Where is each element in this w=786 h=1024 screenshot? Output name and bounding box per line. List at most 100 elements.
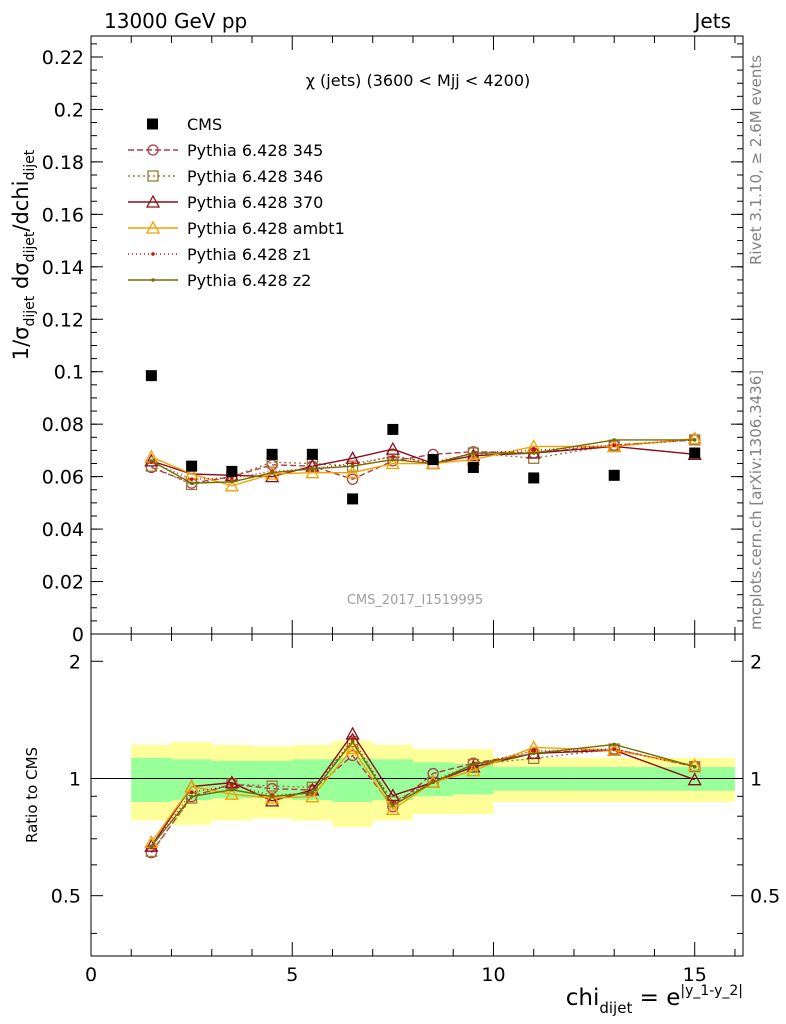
legend: CMS Pythia 6.428 345 Pythia 6.428 346 Pythi… bbox=[128, 115, 345, 290]
main-panel: 0 0.02 0.04 0.06 0.08 0.1 0.12 0.14 0.16 0.18 0.2 0… bbox=[9, 35, 744, 646]
y-tick-label: 0.08 bbox=[42, 414, 84, 436]
y-tick-label: 0.22 bbox=[42, 47, 84, 69]
ratio-series-marker bbox=[265, 790, 280, 804]
data-point bbox=[467, 461, 479, 473]
series-marker bbox=[607, 439, 622, 453]
ratio-panel-frame bbox=[90, 633, 744, 957]
ratio-tick-label: 2 bbox=[69, 651, 81, 673]
ratio-series-marker bbox=[687, 772, 702, 786]
data-point bbox=[145, 370, 157, 382]
ratio-series-line bbox=[150, 732, 695, 847]
series-marker bbox=[531, 448, 536, 453]
ratio-series-marker bbox=[466, 763, 481, 777]
series-line bbox=[151, 445, 695, 478]
ratio-series-marker bbox=[391, 803, 395, 808]
series-line bbox=[151, 439, 695, 486]
series-marker bbox=[531, 451, 536, 455]
uncertainty-band-inner bbox=[372, 759, 413, 801]
y-tick-label: 0.12 bbox=[42, 309, 84, 331]
series-line bbox=[151, 439, 695, 484]
xlabel-main: chi bbox=[566, 985, 600, 1011]
data-point bbox=[608, 469, 620, 481]
y-tick-label: 0.16 bbox=[42, 204, 84, 226]
series-marker bbox=[687, 431, 702, 445]
ratio-series-marker bbox=[270, 794, 274, 799]
data-point bbox=[266, 448, 278, 460]
ratio-series-marker bbox=[687, 758, 702, 772]
series-marker bbox=[612, 438, 617, 442]
series-marker bbox=[230, 476, 234, 480]
y-tick-label: 0.1 bbox=[54, 362, 84, 384]
ratio-tick-label: 0.5 bbox=[51, 886, 81, 908]
x-tick-label: 5 bbox=[286, 964, 298, 986]
series-marker bbox=[310, 466, 315, 471]
legend-marker bbox=[147, 118, 158, 130]
ylabel-mid: dσ bbox=[9, 262, 33, 295]
series-marker bbox=[391, 455, 395, 459]
series-marker bbox=[385, 456, 400, 470]
legend-marker bbox=[147, 170, 159, 182]
watermark: CMS_2017_I1519995 bbox=[347, 593, 483, 608]
rivet-label: Rivet 3.1.10, ≥ 2.6M events bbox=[747, 55, 765, 265]
ratio-tick-label: 2 bbox=[750, 651, 762, 673]
legend-marker bbox=[151, 252, 155, 256]
y-tick-label: 0.14 bbox=[42, 257, 84, 279]
data-point bbox=[427, 454, 439, 466]
x-axis-label: chidijet = e|y_1-y_2| bbox=[566, 983, 743, 1017]
xlabel-sub: dijet bbox=[599, 999, 632, 1017]
ratio-series-marker bbox=[144, 838, 159, 852]
ratio-series-marker bbox=[427, 767, 439, 780]
series-marker bbox=[144, 453, 159, 467]
ratio-series-marker bbox=[692, 764, 697, 769]
legend-label: Pythia 6.428 346 bbox=[187, 167, 323, 186]
legend-label: CMS bbox=[187, 115, 222, 134]
ratio-series-marker bbox=[230, 787, 234, 792]
ylabel-sub2: dijet bbox=[22, 231, 38, 262]
ratio-series-marker bbox=[305, 789, 320, 803]
series-marker bbox=[305, 465, 320, 479]
ylabel-sub3: dijet bbox=[22, 149, 38, 180]
series-marker bbox=[224, 478, 239, 492]
series-marker bbox=[612, 443, 617, 447]
data-point bbox=[689, 447, 701, 459]
ratio-tick-label: 1 bbox=[69, 768, 81, 790]
legend-marker bbox=[147, 144, 159, 156]
y-tick-label: 0.02 bbox=[42, 572, 84, 594]
chart-title: χ (jets) (3600 < Mjj < 4200) bbox=[306, 71, 531, 90]
ratio-series-marker bbox=[350, 737, 355, 741]
x-tick-label: 15 bbox=[683, 964, 707, 986]
data-point bbox=[226, 465, 238, 477]
x-tick-label: 10 bbox=[481, 964, 505, 986]
legend-marker bbox=[151, 278, 155, 282]
legend-marker bbox=[145, 194, 161, 208]
series-marker bbox=[385, 441, 400, 455]
xlabel-sup: |y_1-y_2| bbox=[680, 983, 743, 999]
x-tick-label: 0 bbox=[85, 964, 97, 986]
legend-label: Pythia 6.428 ambt1 bbox=[187, 219, 345, 238]
ratio-y-label: Ratio to CMS bbox=[23, 747, 41, 843]
y-axis-label: 1/σdijet dσdijet/dchidijet bbox=[9, 149, 38, 360]
y-tick-label: 0 bbox=[72, 624, 84, 646]
ratio-series-marker bbox=[531, 751, 536, 756]
ratio-series-marker bbox=[612, 742, 617, 747]
ratio-series-marker bbox=[385, 801, 400, 815]
ratio-series-marker bbox=[689, 760, 701, 773]
legend-label: Pythia 6.428 345 bbox=[187, 141, 323, 160]
y-tick-label: 0.06 bbox=[42, 467, 84, 489]
legend-label: Pythia 6.428 370 bbox=[187, 193, 323, 212]
series-marker bbox=[230, 480, 234, 484]
series-marker bbox=[466, 448, 481, 462]
header-left: 13000 GeV pp bbox=[104, 9, 247, 33]
series-marker bbox=[471, 451, 476, 455]
series-marker bbox=[189, 481, 194, 485]
ratio-series-line bbox=[150, 746, 695, 843]
ratio-series-marker bbox=[385, 788, 400, 802]
ratio-series-marker bbox=[467, 758, 479, 771]
ratio-series-marker bbox=[426, 774, 441, 788]
mcplots-label: mcplots.cern.ch [arXiv:1306.3436] bbox=[747, 370, 765, 630]
series-line bbox=[151, 437, 695, 487]
series-marker bbox=[350, 461, 355, 466]
ratio-series-marker bbox=[612, 747, 617, 751]
series-marker bbox=[189, 477, 194, 482]
header-right: Jets bbox=[693, 9, 731, 33]
